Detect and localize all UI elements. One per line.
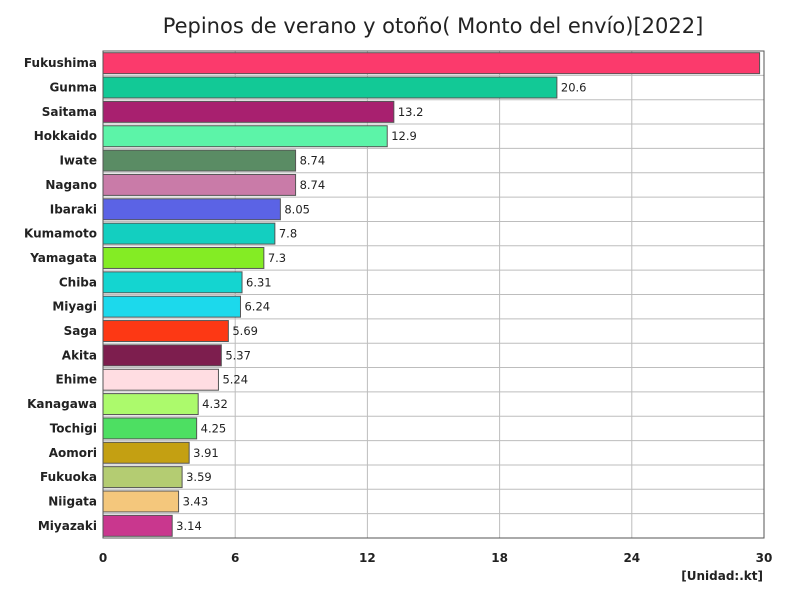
category-label: Fukushima <box>24 56 97 70</box>
bar-akita <box>102 344 222 367</box>
value-label: 8.74 <box>300 178 326 192</box>
bar-fukushima <box>102 52 761 75</box>
category-label: Fukuoka <box>40 470 97 484</box>
bar-aomori <box>102 441 190 464</box>
value-label: 3.59 <box>186 470 212 484</box>
bar-gunma <box>102 76 558 99</box>
category-label: Iwate <box>59 154 97 168</box>
bar-fukuoka <box>102 466 183 489</box>
category-label: Saitama <box>42 105 97 119</box>
bar-hokkaido <box>102 125 388 148</box>
category-label: Ehime <box>56 373 98 387</box>
value-label: 3.43 <box>183 494 209 508</box>
value-label: 4.25 <box>201 421 227 435</box>
plot-frame <box>102 50 765 539</box>
bar-kanagawa <box>102 393 199 416</box>
category-label: Yamagata <box>29 251 97 265</box>
value-label: 7.3 <box>268 251 286 265</box>
x-tick-label: 18 <box>491 551 508 565</box>
value-labels: 20.6 13.2 12.9 8.74 8.74 8.05 7.8 7.3 6.31 6.24 5.… <box>176 81 586 533</box>
value-label: 5.37 <box>225 348 251 362</box>
bars <box>102 52 761 537</box>
x-tick-label: 6 <box>231 551 239 565</box>
bar-chiba <box>102 271 243 294</box>
category-label: Ibaraki <box>50 202 97 216</box>
x-tick-label: 0 <box>99 551 107 565</box>
x-tick-label: 24 <box>623 551 640 565</box>
chart-title: Pepinos de verano y otoño( Monto del env… <box>162 14 704 38</box>
bar-miyazaki <box>102 514 173 537</box>
x-tick-label: 12 <box>359 551 376 565</box>
bar-saga <box>102 320 229 342</box>
bar-yamagata <box>102 247 265 269</box>
value-label: 20.6 <box>561 81 587 95</box>
bar-saitama <box>102 100 395 123</box>
category-label: Miyagi <box>52 300 97 314</box>
category-labels: Fukushima Gunma Saitama Hokkaido Iwate Nagano… <box>24 56 97 533</box>
value-label: 13.2 <box>398 105 424 119</box>
grid-lines <box>103 51 764 538</box>
bar-iwate <box>102 149 297 172</box>
category-label: Nagano <box>45 178 97 192</box>
x-axis-ticks: 0 6 12 18 24 30 <box>99 551 773 565</box>
value-label: 6.31 <box>246 275 272 289</box>
value-label: 6.24 <box>244 300 270 314</box>
value-label: 3.91 <box>193 446 219 460</box>
bar-kumamoto <box>102 222 276 245</box>
value-label: 8.05 <box>284 202 310 216</box>
value-label: 7.8 <box>279 227 297 241</box>
category-label: Miyazaki <box>38 519 97 533</box>
x-tick-label: 30 <box>756 551 773 565</box>
bar-ehime <box>102 368 219 391</box>
unit-label: [Unidad:.kt] <box>681 569 763 583</box>
category-label: Kumamoto <box>24 227 97 241</box>
category-label: Gunma <box>49 81 97 95</box>
category-label: Chiba <box>59 275 97 289</box>
category-label: Tochigi <box>50 421 97 435</box>
value-label: 8.74 <box>300 154 326 168</box>
category-label: Niigata <box>48 494 97 508</box>
bar-nagano <box>102 173 297 196</box>
category-label: Aomori <box>49 446 97 460</box>
category-label: Saga <box>64 324 97 338</box>
bar-ibaraki <box>102 198 281 221</box>
value-label: 4.32 <box>202 397 228 411</box>
value-label: 3.14 <box>176 519 202 533</box>
bar-tochigi <box>102 417 198 440</box>
value-label: 12.9 <box>391 129 417 143</box>
value-label: 5.24 <box>222 373 248 387</box>
bar-miyagi <box>102 295 241 318</box>
bar-niigata <box>102 490 180 513</box>
category-label: Hokkaido <box>34 129 97 143</box>
category-label: Akita <box>62 348 97 362</box>
category-label: Kanagawa <box>27 397 97 411</box>
value-label: 5.69 <box>232 324 258 338</box>
